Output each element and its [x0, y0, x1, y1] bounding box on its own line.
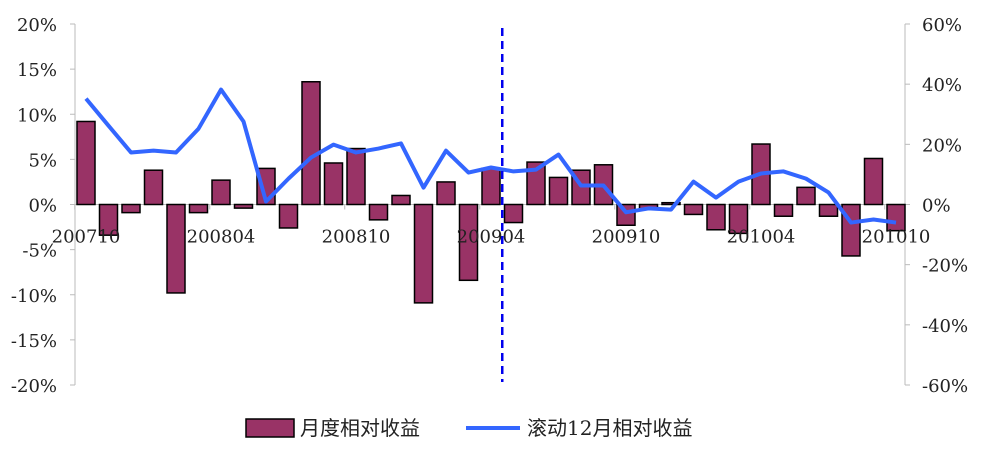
- bar-200808: [302, 82, 320, 205]
- left-tick-label: -10%: [11, 286, 57, 307]
- bar-200710: [77, 121, 95, 204]
- legend: 月度相对收益 滚动12月相对收益: [246, 416, 692, 440]
- bar-200801: [145, 170, 163, 204]
- bar-201005: [775, 205, 793, 217]
- x-tick-label: 200810: [322, 227, 391, 248]
- bar-200902: [437, 182, 455, 205]
- legend-line-label: 滚动12月相对收益: [527, 416, 692, 440]
- right-tick-label: 60%: [922, 15, 962, 36]
- bar-201002: [707, 205, 725, 230]
- bar-200712: [122, 205, 140, 213]
- bar-200805: [235, 205, 253, 209]
- bar-200804: [212, 180, 230, 204]
- bar-201006: [797, 187, 815, 204]
- bar-201009: [865, 158, 883, 204]
- right-tick-label: 20%: [922, 135, 962, 156]
- bar-200904: [482, 168, 500, 204]
- x-tick-label: 201004: [727, 227, 796, 248]
- bar-200807: [280, 205, 298, 228]
- left-tick-label: 10%: [17, 105, 57, 126]
- right-tick-label: -20%: [922, 256, 968, 277]
- bar-200901: [415, 205, 433, 303]
- left-tick-label: -15%: [11, 331, 57, 352]
- x-tick-label: 201010: [862, 227, 931, 248]
- bar-200905: [505, 205, 523, 223]
- bar-200803: [190, 205, 208, 213]
- bar-201007: [820, 205, 838, 217]
- left-tick-label: 0%: [28, 196, 57, 217]
- legend-bar-swatch: [246, 419, 294, 437]
- right-tick-label: 0%: [922, 196, 951, 217]
- left-tick-label: 5%: [28, 150, 57, 171]
- right-tick-label: 40%: [922, 75, 962, 96]
- right-tick-label: -40%: [922, 316, 968, 337]
- bar-200802: [167, 205, 185, 293]
- left-tick-label: 20%: [17, 15, 57, 36]
- bar-200811: [370, 205, 388, 220]
- x-tick-label: 200804: [187, 227, 256, 248]
- bar-200809: [325, 163, 343, 205]
- left-tick-label: -20%: [11, 376, 57, 397]
- x-tick-label: 200904: [457, 227, 526, 248]
- bar-200810: [347, 149, 365, 205]
- x-tick-label: 200910: [592, 227, 661, 248]
- bar-201001: [685, 205, 703, 215]
- right-tick-label: -60%: [922, 376, 968, 397]
- legend-bar-label: 月度相对收益: [300, 416, 420, 440]
- bar-200812: [392, 195, 410, 204]
- x-tick-label: 200710: [52, 227, 121, 248]
- bar-200907: [550, 177, 568, 204]
- left-tick-label: 15%: [17, 60, 57, 81]
